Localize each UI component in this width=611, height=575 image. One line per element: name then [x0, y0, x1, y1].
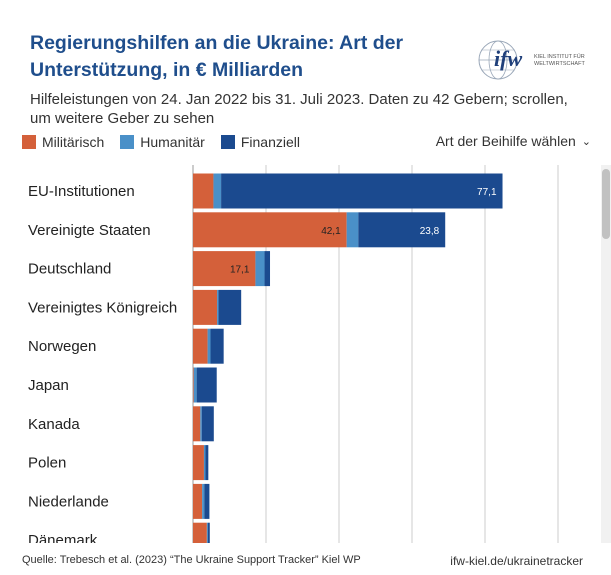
- bar-d-nemark-milit-risch: [193, 522, 207, 543]
- bar-vereinigtes-k-nigreich-milit-risch: [193, 289, 218, 325]
- legend-label-humanitarian: Humanitär: [140, 134, 205, 150]
- legend-swatch-financial: [220, 135, 235, 149]
- bar-niederlande-humanit-r: [202, 483, 205, 519]
- bar-vereinigte-staaten-finanziell: [358, 212, 446, 248]
- category-label-deutschland: Deutschland: [28, 261, 111, 278]
- bar-vereinigtes-k-nigreich-humanit-r: [217, 289, 219, 325]
- category-label-vereinigtes-k-nigreich: Vereinigtes Königreich: [28, 299, 177, 316]
- bar-deutschland-milit-risch: [193, 251, 256, 287]
- category-label-polen: Polen: [28, 455, 66, 472]
- category-label-eu-institutionen: EU-Institutionen: [28, 183, 135, 200]
- legend-item-military[interactable]: Militärisch: [22, 134, 104, 150]
- bar-polen-milit-risch: [193, 445, 204, 481]
- logo-caption-1: KIEL INSTITUT FÜR: [534, 53, 585, 60]
- bar-norwegen-finanziell: [210, 328, 224, 364]
- chart-area[interactable]: EU-Institutionen Vereinigte Staaten Deutsc…: [0, 165, 597, 543]
- legend-item-humanitarian[interactable]: Humanitär: [120, 134, 205, 150]
- data-label-deutschland-milit-risch: 17,1: [230, 265, 250, 276]
- bar-eu-institutionen-milit-risch: [193, 173, 214, 209]
- legend-swatch-humanitarian: [120, 135, 135, 149]
- legend-swatch-military: [22, 135, 36, 149]
- bar-eu-institutionen-finanziell: [221, 173, 503, 209]
- scrollbar-thumb[interactable]: [602, 169, 610, 239]
- bar-d-nemark-humanit-r: [206, 522, 208, 543]
- bar-norwegen-humanit-r: [207, 328, 211, 364]
- bar-chart: EU-Institutionen Vereinigte Staaten Deutsc…: [28, 165, 559, 543]
- bar-vereinigte-staaten-humanit-r: [346, 212, 359, 248]
- category-label-norwegen: Norwegen: [28, 338, 96, 355]
- bar-niederlande-milit-risch: [193, 483, 203, 519]
- category-label-vereinigte-staaten: Vereinigte Staaten: [28, 222, 151, 239]
- bar-polen-finanziell: [205, 445, 209, 481]
- data-label-vereinigte-staaten-finanziell: 23,8: [420, 226, 440, 237]
- aid-type-dropdown-label: Art der Beihilfe wählen: [435, 133, 576, 149]
- bar-d-nemark-finanziell: [207, 522, 210, 543]
- data-label-vereinigte-staaten-milit-risch: 42,1: [321, 226, 341, 237]
- legend-label-financial: Finanziell: [240, 134, 300, 150]
- bar-kanada-milit-risch: [193, 406, 201, 442]
- source-note: Quelle: Trebesch et al. (2023) “The Ukra…: [22, 554, 361, 566]
- bar-vereinigtes-k-nigreich-finanziell: [218, 289, 242, 325]
- bar-japan-finanziell: [196, 367, 217, 403]
- bar-japan-milit-risch: [193, 367, 194, 403]
- legend-label-military: Militärisch: [42, 134, 105, 150]
- ifw-logo: ifw KIEL INSTITUT FÜR WELTWIRTSCHAFT: [478, 40, 585, 80]
- bar-vereinigte-staaten-milit-risch: [193, 212, 347, 248]
- bar-polen-humanit-r: [203, 445, 206, 481]
- bar-japan-humanit-r: [193, 367, 197, 403]
- globe-icon: [478, 40, 518, 80]
- data-label-eu-institutionen-finanziell: 77,1: [477, 187, 497, 198]
- category-label-kanada: Kanada: [28, 416, 80, 433]
- bar-deutschland-humanit-r: [255, 251, 265, 287]
- category-label-d-nemark: Dänemark: [28, 532, 98, 543]
- chart-scrollbar[interactable]: [601, 165, 611, 543]
- bar-kanada-finanziell: [201, 406, 214, 442]
- category-label-japan: Japan: [28, 377, 69, 394]
- bar-niederlande-finanziell: [204, 483, 210, 519]
- bar-eu-institutionen-humanit-r: [213, 173, 222, 209]
- legend-item-financial[interactable]: Finanziell: [220, 134, 300, 150]
- bar-kanada-humanit-r: [200, 406, 202, 442]
- logo-text: ifw: [494, 46, 522, 71]
- tracker-link[interactable]: ifw-kiel.de/ukrainetracker: [450, 554, 583, 568]
- aid-type-dropdown[interactable]: Art der Beihilfe wählen ⌄: [436, 133, 591, 149]
- chevron-down-icon: ⌄: [581, 135, 591, 148]
- bar-deutschland-finanziell: [264, 251, 271, 287]
- chart-legend: Militärisch Humanitär Finanziell: [22, 134, 316, 150]
- logo-caption-2: WELTWIRTSCHAFT: [534, 61, 585, 67]
- category-label-niederlande: Niederlande: [28, 493, 109, 510]
- bar-norwegen-milit-risch: [193, 328, 208, 364]
- chart-title: Regierungshilfen an die Ukraine: Art der…: [30, 32, 404, 81]
- chart-subtitle: Hilfeleistungen von 24. Jan 2022 bis 31.…: [30, 91, 568, 127]
